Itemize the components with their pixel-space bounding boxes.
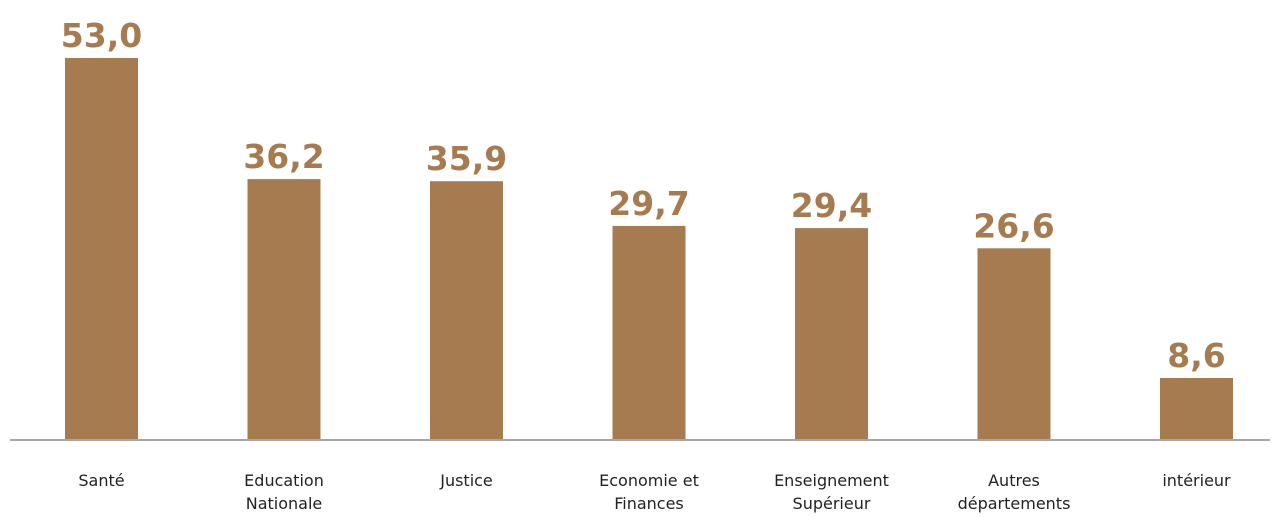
category-label-5: Autres départements <box>958 471 1071 513</box>
bar-2 <box>430 181 503 440</box>
category-label-0: Santé <box>78 471 124 490</box>
category-label-4: Enseignement Supérieur <box>774 471 889 513</box>
value-label-5: 26,6 <box>973 206 1054 245</box>
category-label-line: Education <box>244 471 324 490</box>
value-label-0: 53,0 <box>61 16 142 55</box>
bars-group <box>65 58 1233 440</box>
bar-5 <box>977 248 1051 440</box>
category-label-line: Economie et <box>599 471 699 490</box>
category-label-line: Enseignement <box>774 471 889 490</box>
category-label-line: Nationale <box>246 494 323 513</box>
category-label-line: départements <box>958 494 1071 513</box>
value-label-1: 36,2 <box>243 137 324 176</box>
category-label-line: intérieur <box>1162 471 1231 490</box>
category-label-6: intérieur <box>1162 471 1231 490</box>
bar-3 <box>612 225 686 440</box>
value-label-4: 29,4 <box>791 186 872 225</box>
bar-6 <box>1160 378 1233 440</box>
value-label-2: 35,9 <box>426 139 507 178</box>
category-label-line: Autres <box>988 471 1040 490</box>
value-label-6: 8,6 <box>1167 336 1225 375</box>
bar-0 <box>65 58 138 440</box>
bar-1 <box>247 179 321 440</box>
category-label-line: Supérieur <box>793 494 871 513</box>
value-label-3: 29,7 <box>608 184 689 223</box>
category-label-3: Economie et Finances <box>599 471 699 513</box>
category-label-line: Santé <box>78 471 124 490</box>
category-label-line: Finances <box>614 494 684 513</box>
category-label-line: Justice <box>439 471 493 490</box>
category-label-2: Justice <box>439 471 493 490</box>
bar-4 <box>795 228 868 440</box>
category-labels-group: Santé Education Nationale Justice Economie e… <box>78 471 1231 513</box>
value-labels-group: 53,0 36,2 35,9 29,7 29,4 26,6 8,6 <box>61 16 1226 375</box>
category-label-1: Education Nationale <box>244 471 324 513</box>
